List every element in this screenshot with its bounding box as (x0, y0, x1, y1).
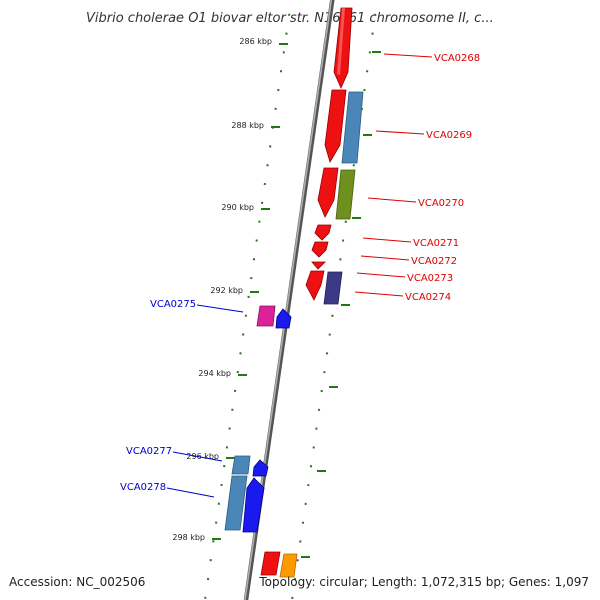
gene-label-vca0277[interactable]: VCA0277 (126, 446, 172, 457)
tick-label: 290 kbp (221, 203, 254, 212)
gene-cds-bar[interactable] (260, 551, 281, 576)
feature-group (224, 7, 364, 578)
leader-line (362, 237, 412, 243)
gene-cds-bar[interactable] (231, 455, 251, 475)
tick-label: 296 kbp (186, 452, 219, 461)
gene-cds-bar[interactable] (341, 91, 364, 164)
leader-line (172, 451, 223, 462)
leader-line (360, 255, 410, 261)
tick-group: 286 kbp 288 kbp 290 kbp 292 kbp 294 kbp … (172, 37, 381, 558)
leader-lines (166, 53, 433, 498)
gene-label-vca0269[interactable]: VCA0269 (426, 130, 472, 141)
gene-arrow[interactable] (317, 167, 339, 218)
leader-line (356, 272, 406, 278)
tick-label: 288 kbp (231, 121, 264, 130)
gene-label-vca0274[interactable]: VCA0274 (405, 292, 451, 303)
leader-line (354, 291, 404, 297)
tick-label: 292 kbp (210, 286, 243, 295)
gene-cds-bar[interactable] (256, 305, 276, 327)
gene-label-vca0278[interactable]: VCA0278 (120, 482, 166, 493)
leader-line (166, 487, 215, 498)
gene-arrow[interactable] (311, 261, 326, 270)
gene-arrow[interactable] (252, 459, 269, 477)
gene-labels: VCA0268 VCA0269 VCA0270 VCA0271 VCA0272 … (120, 53, 480, 493)
leader-line (383, 53, 433, 58)
gene-arrow[interactable] (314, 224, 332, 241)
gene-cds-bar[interactable] (335, 169, 356, 220)
topology-summary: Topology: circular; Length: 1,072,315 bp… (258, 575, 589, 589)
gene-label-vca0272[interactable]: VCA0272 (411, 256, 457, 267)
gene-label-vca0275[interactable]: VCA0275 (150, 299, 196, 310)
inner-guide-dots (204, 0, 293, 600)
gene-arrow[interactable] (242, 477, 265, 533)
leader-line (367, 197, 417, 203)
gene-arrow-highlight (337, 8, 345, 75)
gene-label-vca0268[interactable]: VCA0268 (434, 53, 480, 64)
map-title: Vibrio cholerae O1 biovar eltor str. N16… (86, 11, 494, 26)
tick-label: 294 kbp (198, 369, 231, 378)
gene-label-vca0270[interactable]: VCA0270 (418, 198, 464, 209)
leader-line (196, 304, 244, 313)
gene-cds-bar[interactable] (224, 475, 248, 531)
gene-cds-bar[interactable] (323, 271, 343, 305)
gene-label-vca0273[interactable]: VCA0273 (407, 273, 453, 284)
gene-cds-bar[interactable] (279, 553, 298, 578)
leader-line (375, 130, 425, 135)
tick-label: 298 kbp (172, 533, 205, 542)
gene-arrow[interactable] (305, 270, 325, 301)
gene-arrow[interactable] (311, 241, 329, 258)
gene-label-vca0271[interactable]: VCA0271 (413, 238, 459, 249)
gene-arrow[interactable] (275, 308, 292, 329)
accession-text: Accession: NC_002506 (9, 575, 145, 589)
tick-label: 286 kbp (239, 37, 272, 46)
gene-arrow[interactable] (324, 89, 347, 163)
